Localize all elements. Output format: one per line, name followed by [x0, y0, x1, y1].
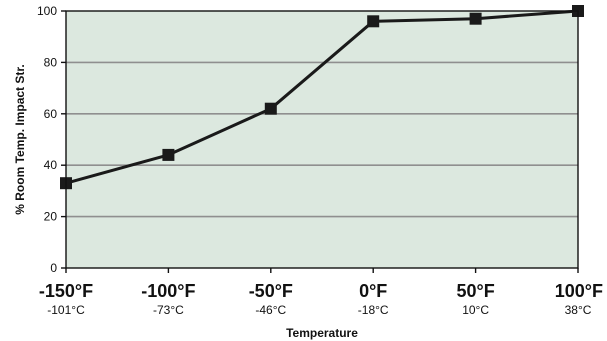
- x-axis-title: Temperature: [286, 326, 358, 340]
- x-tick-sublabel: -101°C: [47, 303, 85, 317]
- x-tick-sublabel: -73°C: [153, 303, 184, 317]
- y-tick-label: 80: [44, 55, 58, 69]
- axes: [65, 10, 579, 269]
- data-markers: [60, 5, 584, 190]
- data-point-marker: [469, 12, 482, 25]
- x-tick-label: -150°F: [39, 281, 93, 301]
- x-tick-label: 100°F: [555, 281, 603, 301]
- x-tick-sublabel: 10°C: [462, 303, 489, 317]
- x-tick-sublabel: 38°C: [565, 303, 592, 317]
- y-tick-label: 100: [37, 4, 57, 18]
- series-line: [64, 9, 580, 185]
- x-tick-label: 0°F: [359, 281, 387, 301]
- data-point-marker: [367, 15, 380, 28]
- y-tick-label: 0: [50, 261, 57, 275]
- x-tick-sublabel: -18°C: [358, 303, 389, 317]
- y-axis-title: % Room Temp. Impact Str.: [13, 64, 27, 214]
- data-point-marker: [264, 102, 277, 115]
- x-tick-label: -100°F: [141, 281, 195, 301]
- data-point-marker: [162, 148, 175, 161]
- x-tick-label: -50°F: [249, 281, 293, 301]
- x-tick-sublabel: -46°C: [255, 303, 286, 317]
- y-tick-label: 20: [44, 210, 58, 224]
- x-axis-ticks: -150°F -101°C -100°F -73°C -50°F -46°C 0°F -18°…: [39, 268, 603, 317]
- x-tick-label: 50°F: [456, 281, 494, 301]
- grid-lines: [66, 61, 578, 218]
- y-tick-label: 40: [44, 158, 58, 172]
- y-tick-label: 60: [44, 107, 58, 121]
- plot-frame: [65, 10, 579, 269]
- y-axis-ticks: 0 20 40 60 80 100: [37, 4, 66, 275]
- plot-area: [66, 11, 578, 268]
